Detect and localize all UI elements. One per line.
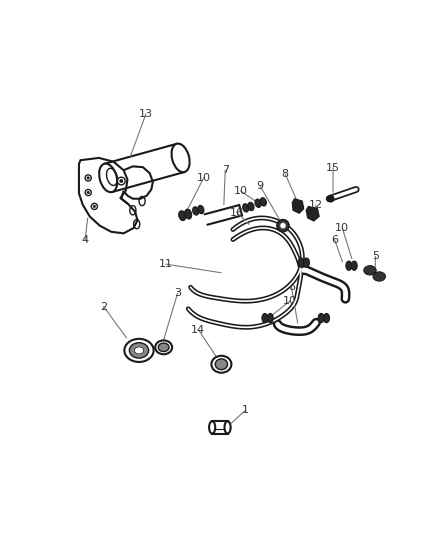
Text: 8: 8 — [282, 169, 289, 179]
Text: 2: 2 — [100, 302, 107, 311]
Ellipse shape — [179, 211, 186, 221]
Circle shape — [85, 189, 91, 196]
Text: 6: 6 — [331, 235, 338, 245]
Polygon shape — [306, 206, 319, 221]
Text: 12: 12 — [309, 200, 323, 210]
Text: 3: 3 — [174, 288, 181, 298]
Text: 13: 13 — [139, 109, 153, 119]
Text: 5: 5 — [372, 252, 379, 262]
Text: 10: 10 — [197, 173, 211, 183]
Circle shape — [117, 177, 125, 185]
Circle shape — [120, 179, 123, 183]
Text: 10: 10 — [233, 186, 247, 196]
Ellipse shape — [209, 421, 215, 433]
Ellipse shape — [255, 199, 261, 207]
Ellipse shape — [155, 341, 172, 354]
Ellipse shape — [212, 356, 231, 373]
Circle shape — [280, 223, 286, 229]
Circle shape — [93, 205, 96, 208]
Circle shape — [277, 220, 289, 232]
Text: 6: 6 — [288, 282, 295, 292]
Ellipse shape — [267, 313, 273, 322]
Circle shape — [91, 203, 97, 209]
Ellipse shape — [243, 204, 249, 212]
Ellipse shape — [373, 272, 385, 281]
Text: 11: 11 — [159, 259, 173, 269]
Ellipse shape — [129, 343, 148, 358]
Ellipse shape — [346, 261, 352, 270]
Polygon shape — [292, 199, 304, 213]
Ellipse shape — [124, 339, 154, 362]
Ellipse shape — [364, 265, 376, 275]
Ellipse shape — [134, 347, 144, 354]
Ellipse shape — [224, 421, 231, 433]
Text: 10: 10 — [283, 296, 297, 306]
Text: 9: 9 — [256, 181, 264, 191]
Circle shape — [85, 175, 91, 181]
Ellipse shape — [262, 313, 268, 322]
Ellipse shape — [185, 209, 192, 219]
Ellipse shape — [260, 198, 266, 206]
Text: 14: 14 — [191, 325, 205, 335]
Circle shape — [87, 176, 90, 180]
Ellipse shape — [99, 164, 117, 192]
Ellipse shape — [318, 313, 324, 322]
Text: 15: 15 — [326, 163, 340, 173]
Text: 4: 4 — [81, 235, 88, 245]
Ellipse shape — [215, 359, 228, 370]
Circle shape — [327, 195, 335, 203]
Ellipse shape — [304, 258, 309, 267]
Ellipse shape — [158, 343, 169, 352]
Ellipse shape — [351, 261, 357, 270]
Ellipse shape — [248, 203, 254, 211]
Text: 10: 10 — [335, 223, 349, 233]
Ellipse shape — [324, 313, 329, 322]
Ellipse shape — [193, 207, 199, 215]
Ellipse shape — [198, 205, 204, 214]
Text: 16: 16 — [230, 207, 244, 217]
Text: 1: 1 — [242, 406, 249, 415]
Ellipse shape — [298, 258, 304, 267]
Text: 7: 7 — [222, 165, 229, 175]
Ellipse shape — [172, 143, 190, 172]
Circle shape — [87, 191, 90, 194]
